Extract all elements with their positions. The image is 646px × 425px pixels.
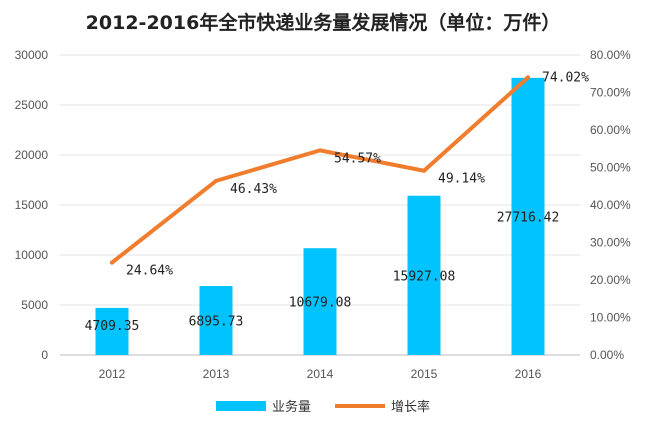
bar-data-label: 6895.73 [189, 315, 244, 330]
chart-title: 2012-2016年全市快递业务量发展情况（单位：万件） [85, 12, 561, 34]
x-tick-label: 2014 [307, 367, 334, 381]
x-tick-label: 2013 [203, 367, 230, 381]
y-left-tick-label: 5000 [21, 298, 48, 312]
y-left-tick-label: 25000 [15, 98, 49, 112]
y-left-tick-label: 10000 [15, 248, 49, 262]
y-right-tick-label: 80.00% [590, 48, 631, 62]
bar-data-label: 15927.08 [393, 269, 456, 284]
legend-label-line: 增长率 [391, 400, 431, 415]
line-data-label: 49.14% [438, 172, 485, 187]
y-right-tick-label: 60.00% [590, 123, 631, 137]
bar-data-label: 27716.42 [497, 210, 560, 225]
x-tick-label: 2015 [411, 367, 438, 381]
y-right-tick-label: 40.00% [590, 198, 631, 212]
chart-legend: 业务量 增长率 [0, 396, 646, 415]
line-point [110, 260, 114, 265]
legend-swatch-line [335, 403, 385, 408]
y-left-tick-label: 15000 [15, 198, 49, 212]
line-data-label: 74.02% [542, 70, 589, 85]
y-right-tick-label: 0.00% [590, 348, 624, 362]
y-right-tick-label: 20.00% [590, 273, 631, 287]
line-point [214, 178, 218, 183]
line-data-label: 46.43% [230, 182, 277, 197]
legend-item-line: 增长率 [335, 396, 430, 415]
legend-label-bar: 业务量 [271, 400, 311, 415]
line-point [526, 75, 530, 80]
legend-item-bar: 业务量 [215, 396, 311, 415]
y-left-tick-label: 20000 [15, 148, 49, 162]
line-data-label: 24.64% [126, 264, 173, 279]
y-right-tick-label: 70.00% [590, 86, 631, 100]
x-tick-label: 2012 [99, 367, 126, 381]
bar-data-label: 4709.35 [85, 319, 140, 334]
line-data-label: 54.57% [334, 151, 381, 166]
y-left-tick-label: 30000 [15, 48, 49, 62]
bar [303, 248, 337, 355]
bar-data-label: 10679.08 [289, 296, 352, 311]
bar [407, 195, 441, 355]
y-left-tick-label: 0 [41, 348, 48, 362]
x-tick-label: 2016 [515, 367, 542, 381]
legend-swatch-bar [215, 400, 266, 411]
y-right-tick-label: 50.00% [590, 161, 631, 175]
bar [199, 286, 233, 355]
bar [95, 307, 129, 355]
bar [511, 77, 545, 355]
y-right-tick-label: 30.00% [590, 236, 631, 250]
y-right-tick-label: 10.00% [590, 311, 631, 325]
line-point [318, 148, 322, 153]
line-point [422, 168, 426, 173]
